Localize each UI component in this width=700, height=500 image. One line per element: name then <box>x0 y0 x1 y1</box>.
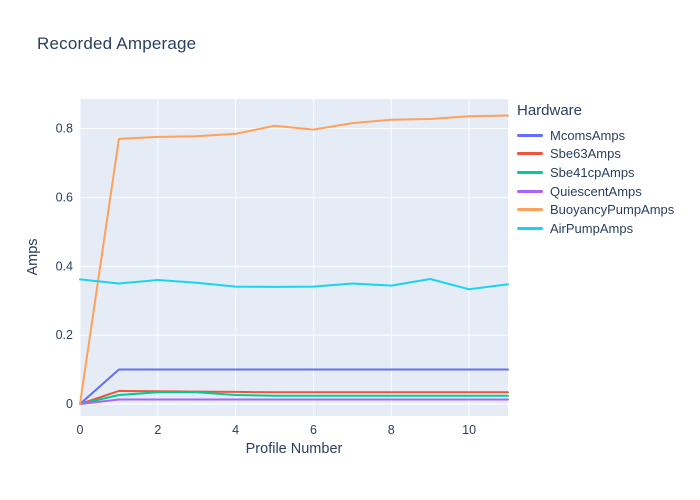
legend-swatch-icon <box>517 208 543 212</box>
legend-item-McomsAmps[interactable]: McomsAmps <box>517 126 674 145</box>
legend-item-BuoyancyPumpAmps[interactable]: BuoyancyPumpAmps <box>517 200 674 219</box>
y-tick-label: 0.8 <box>56 122 73 136</box>
x-tick-label: 0 <box>77 423 84 437</box>
legend-item-label: McomsAmps <box>550 127 626 143</box>
legend-swatch-icon <box>517 189 543 193</box>
x-axis-title: Profile Number <box>245 441 343 457</box>
line-Sbe41cpAmps[interactable] <box>79 391 509 405</box>
x-tick-label: 2 <box>154 423 161 437</box>
y-tick-label: 0.6 <box>56 190 73 204</box>
legend-item-QuiescentAmps[interactable]: QuiescentAmps <box>517 182 674 201</box>
line-AirPumpAmps[interactable] <box>79 278 509 291</box>
x-tick-label: 4 <box>232 423 239 437</box>
legend-item-label: Sbe41cpAmps <box>550 164 635 180</box>
x-tick-label: 6 <box>310 423 317 437</box>
legend-item-Sbe41cpAmps[interactable]: Sbe41cpAmps <box>517 163 674 182</box>
legend-item-AirPumpAmps[interactable]: AirPumpAmps <box>517 219 674 238</box>
legend-swatch-icon <box>517 170 543 174</box>
legend-swatch-icon <box>517 226 543 230</box>
legend-items: McomsAmps Sbe63Amps Sbe41cpAmps QuiescentAm… <box>517 126 674 238</box>
legend-item-label: QuiescentAmps <box>550 183 642 199</box>
legend-item-Sbe63Amps[interactable]: Sbe63Amps <box>517 145 674 164</box>
y-axis-title: Amps <box>25 238 41 276</box>
chart-title: Recorded Amperage <box>37 34 197 53</box>
legend-item-label: AirPumpAmps <box>550 220 634 236</box>
line-BuoyancyPumpAmps[interactable] <box>79 114 509 405</box>
legend-swatch-icon <box>517 152 543 156</box>
plot-area[interactable] <box>80 99 508 416</box>
x-tick-label: 8 <box>388 423 395 437</box>
line-QuiescentAmps[interactable] <box>79 398 509 405</box>
line-McomsAmps[interactable] <box>79 368 509 405</box>
x-tick-label: 10 <box>462 423 476 437</box>
legend-swatch-icon <box>517 133 543 137</box>
legend-item-label: BuoyancyPumpAmps <box>550 202 675 218</box>
legend-item-label: Sbe63Amps <box>550 146 621 162</box>
y-tick-label: 0.4 <box>56 259 73 273</box>
legend: Hardware McomsAmps Sbe63Amps Sbe41cpAmps Qu… <box>517 102 674 238</box>
line-Sbe63Amps[interactable] <box>79 389 509 405</box>
y-tick-label: 0 <box>66 397 73 411</box>
y-tick-label: 0.2 <box>56 328 73 342</box>
legend-title: Hardware <box>517 102 583 119</box>
